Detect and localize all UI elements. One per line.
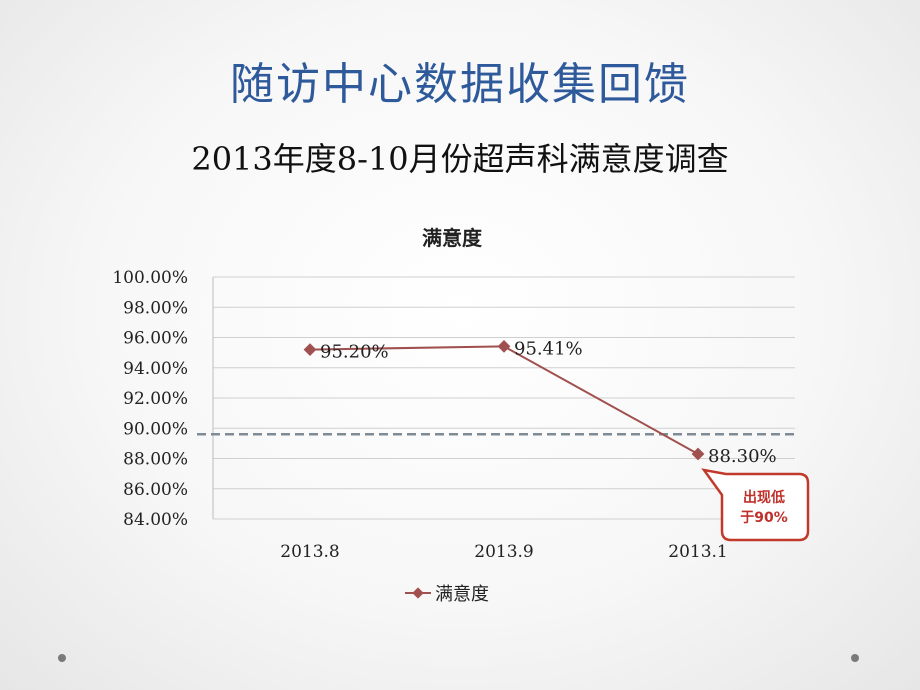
chart-legend: 满意度 xyxy=(405,584,489,605)
y-tick-label: 98.00% xyxy=(123,298,188,318)
y-tick-label: 94.00% xyxy=(123,359,188,379)
legend-marker xyxy=(412,587,424,599)
annotation-callout: 出现低 于90% xyxy=(701,468,810,542)
slide-title: 随访中心数据收集回馈 xyxy=(230,59,690,110)
x-axis-ticks: 2013.8 2013.9 2013.1 xyxy=(280,542,727,562)
x-tick-label: 2013.1 xyxy=(668,542,727,562)
y-tick-label: 96.00% xyxy=(123,329,188,349)
y-axis-ticks: 100.00% 98.00% 96.00% 94.00% 92.00% 90.00% 88.… xyxy=(112,268,188,530)
data-label: 95.41% xyxy=(514,338,583,359)
y-tick-label: 100.00% xyxy=(112,268,188,288)
y-tick-label: 90.00% xyxy=(123,419,188,439)
slide-subtitle: 2013年度8-10月份超声科满意度调查 xyxy=(191,140,729,178)
legend-label: 满意度 xyxy=(435,584,489,605)
data-point-marker xyxy=(303,343,317,356)
slide-corner-dot-left xyxy=(58,654,66,662)
data-label: 95.20% xyxy=(320,342,389,363)
y-tick-label: 84.00% xyxy=(123,510,188,530)
y-tick-label: 86.00% xyxy=(123,480,188,500)
y-tick-label: 88.00% xyxy=(123,450,188,470)
chart-grid xyxy=(212,276,795,520)
callout-text-line2: 于90% xyxy=(740,510,788,526)
callout-text-line1: 出现低 xyxy=(743,489,785,506)
callout-box xyxy=(701,468,810,542)
y-tick-label: 92.00% xyxy=(123,389,188,409)
chart-title: 满意度 xyxy=(422,226,483,250)
x-tick-label: 2013.8 xyxy=(280,542,339,562)
data-label: 88.30% xyxy=(708,446,777,467)
data-points: 95.20% 95.41% 88.30% xyxy=(303,338,777,467)
x-tick-label: 2013.9 xyxy=(474,542,533,562)
data-point-marker xyxy=(497,340,511,353)
slide-corner-dot-right xyxy=(851,654,859,662)
